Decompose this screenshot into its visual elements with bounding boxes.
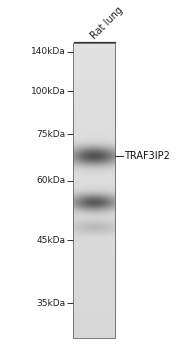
Text: 35kDa: 35kDa	[36, 299, 65, 308]
Text: 140kDa: 140kDa	[31, 47, 65, 56]
Text: 60kDa: 60kDa	[36, 176, 65, 185]
Text: TRAF3IP2: TRAF3IP2	[124, 151, 170, 161]
Text: 100kDa: 100kDa	[30, 87, 65, 96]
Text: Rat lung: Rat lung	[89, 5, 125, 41]
Text: 75kDa: 75kDa	[36, 130, 65, 139]
Text: 45kDa: 45kDa	[36, 236, 65, 245]
Bar	[73, 43, 115, 338]
